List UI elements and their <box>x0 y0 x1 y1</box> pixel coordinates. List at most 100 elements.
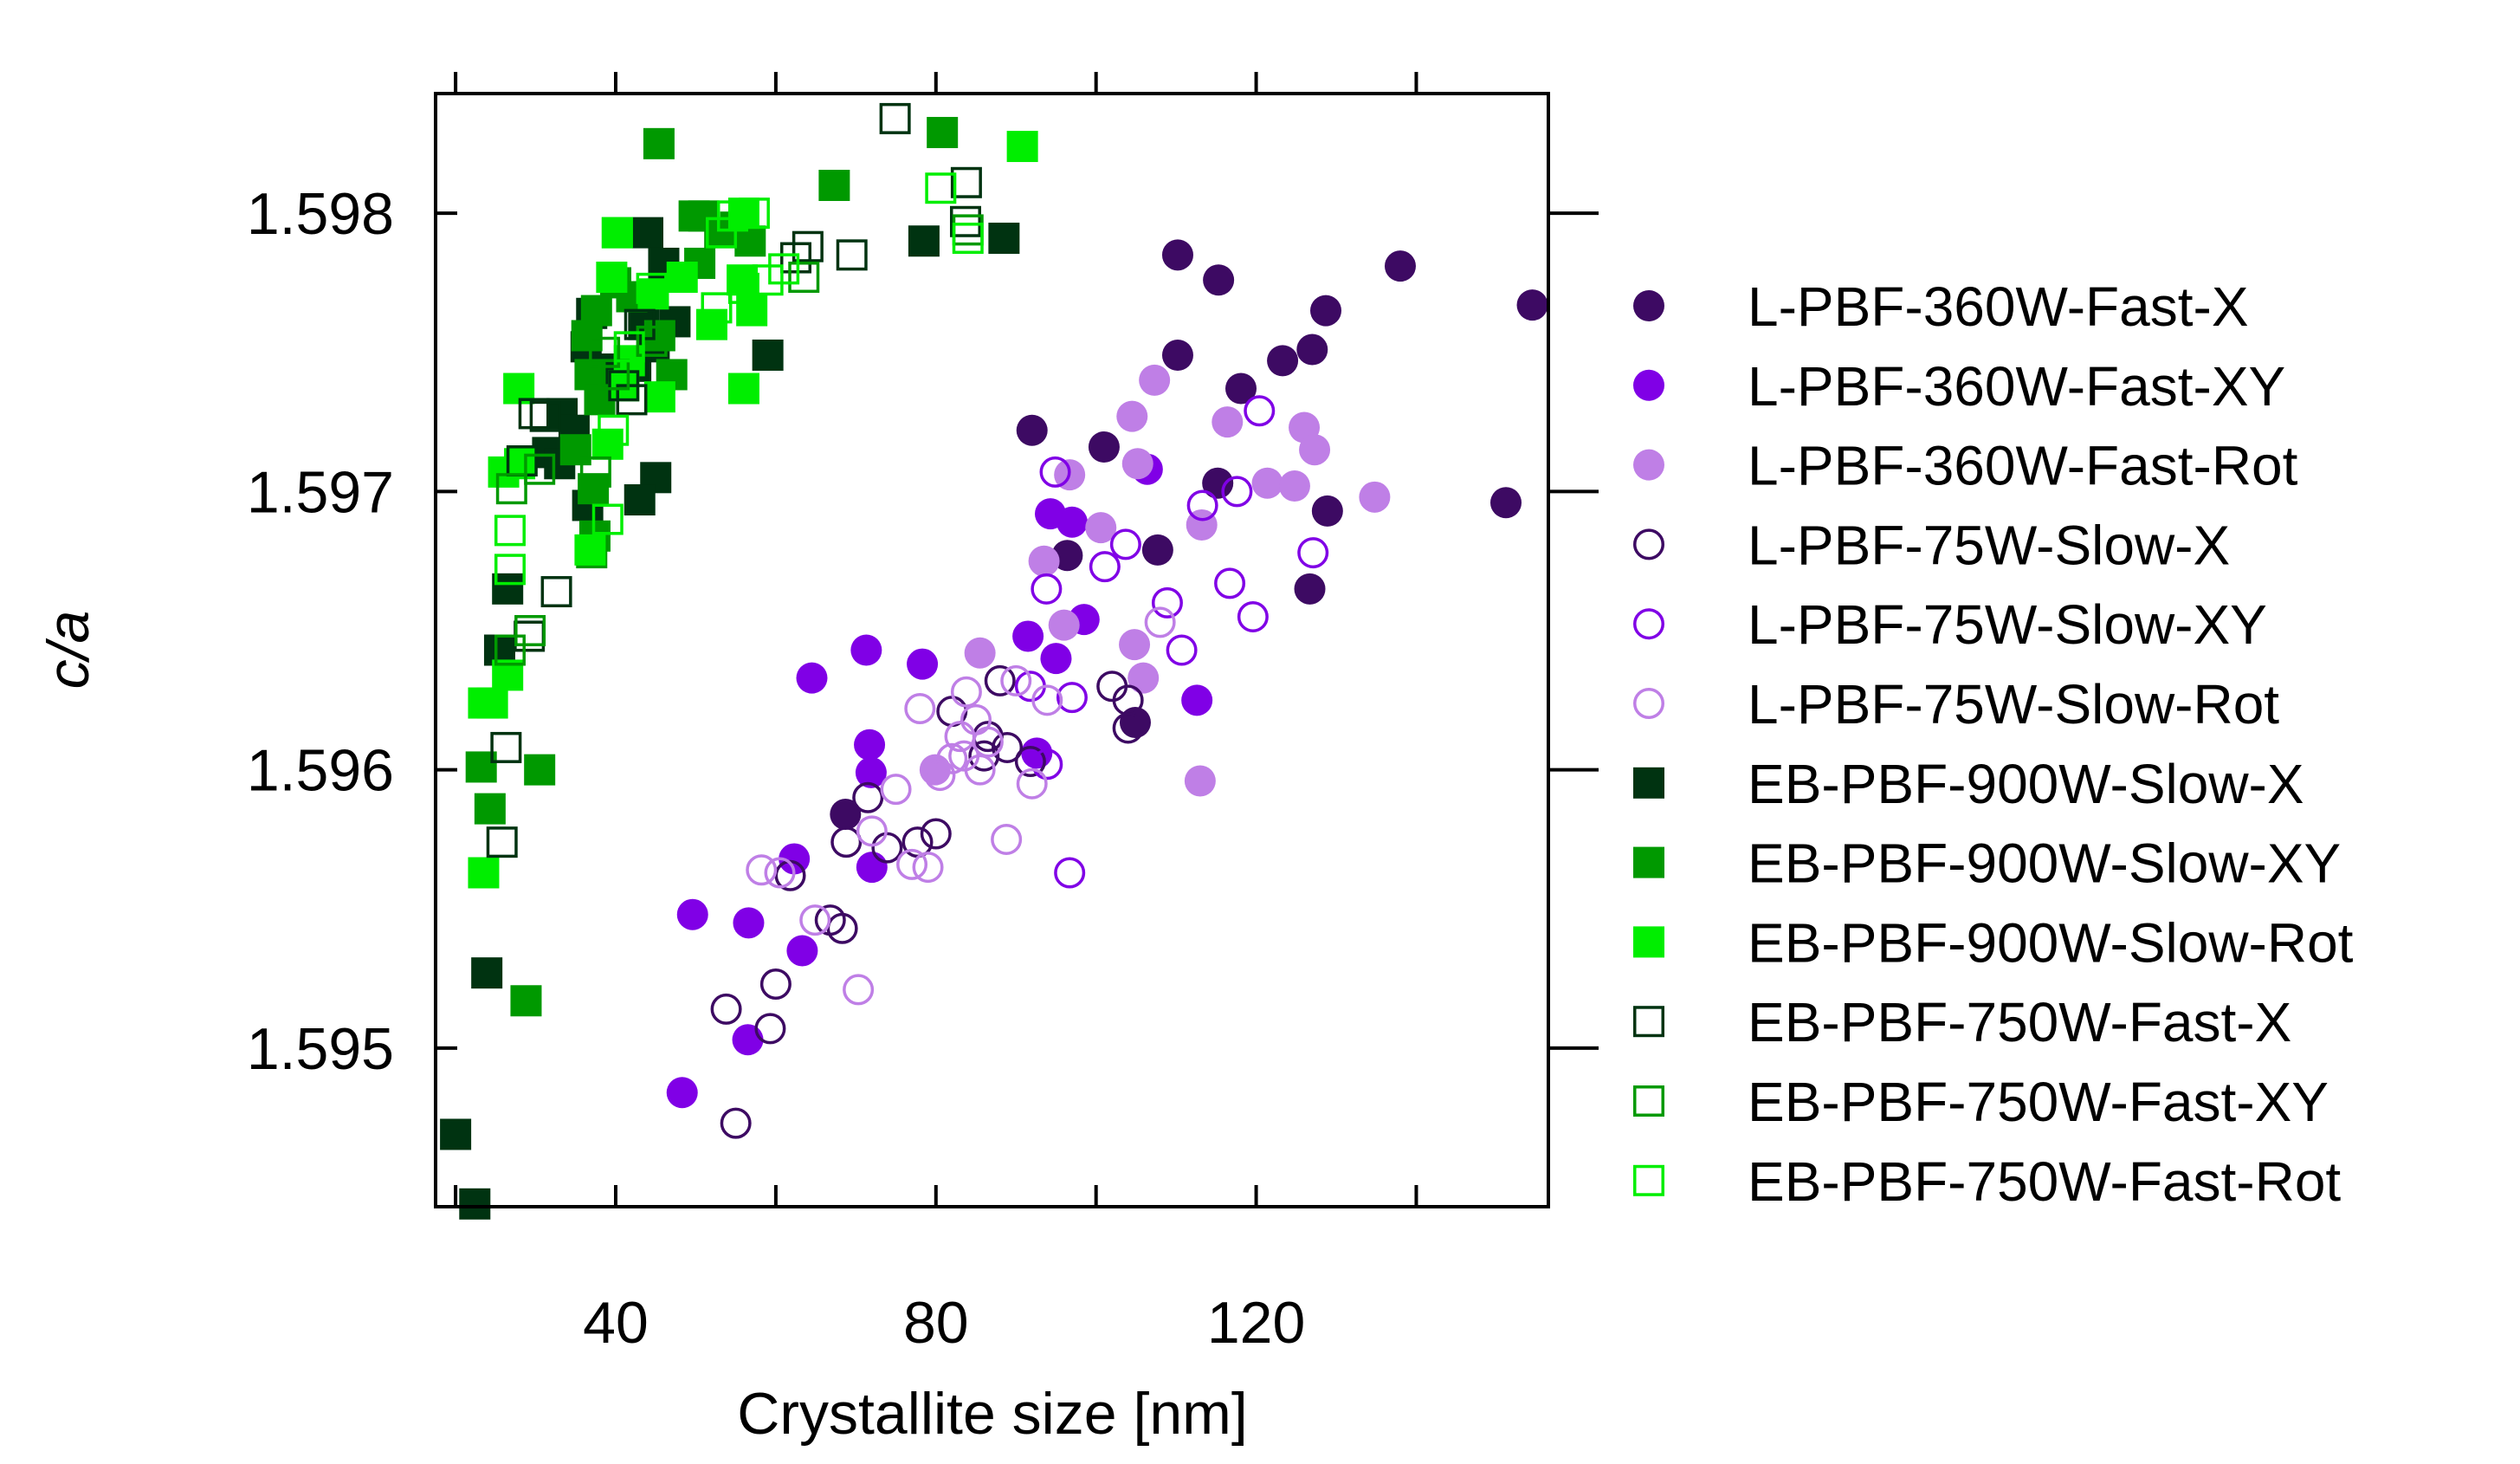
data-point <box>786 935 818 967</box>
data-point <box>510 985 542 1017</box>
data-point <box>843 974 875 1006</box>
data-point <box>1119 629 1151 661</box>
data-point <box>494 554 526 586</box>
data-point <box>1296 334 1328 366</box>
data-point <box>972 726 1004 758</box>
data-point <box>613 331 645 363</box>
data-point <box>574 534 606 566</box>
legend-entry: EB-PBF-900W-Slow-X <box>1633 753 2304 815</box>
data-point <box>759 968 792 1000</box>
data-point <box>1221 476 1253 508</box>
legend-marker <box>1633 608 1664 640</box>
data-point <box>738 198 770 230</box>
data-point <box>964 637 996 669</box>
data-point <box>992 731 1024 763</box>
data-point <box>924 760 956 792</box>
data-point <box>1384 250 1416 282</box>
legend-label: EB-PBF-750W-Fast-X <box>1748 991 2291 1053</box>
data-point <box>1516 289 1548 321</box>
data-point <box>752 264 784 296</box>
legend-marker <box>1633 1006 1664 1038</box>
data-point <box>950 676 982 708</box>
data-point <box>495 473 527 505</box>
legend-entry: L-PBF-360W-Fast-Rot <box>1633 435 2298 497</box>
data-point <box>856 852 888 884</box>
data-point <box>636 272 668 304</box>
data-point <box>624 484 656 516</box>
data-point <box>559 434 591 466</box>
data-point <box>474 793 506 825</box>
data-point <box>1297 537 1329 569</box>
data-point <box>598 414 630 446</box>
data-point <box>746 854 778 886</box>
legend-marker <box>1633 1085 1664 1117</box>
data-point <box>1202 467 1234 499</box>
legend-marker <box>1633 846 1664 878</box>
data-point <box>1016 768 1048 800</box>
data-point <box>950 166 982 198</box>
series-l-pbf-360w-fast-rot <box>919 364 1391 797</box>
data-point <box>1116 400 1148 432</box>
data-point <box>643 127 675 159</box>
data-point <box>666 262 698 294</box>
data-point <box>727 272 759 304</box>
legend-marker <box>1633 767 1664 799</box>
data-point <box>468 857 500 889</box>
data-point <box>666 1077 698 1109</box>
data-point <box>571 320 603 352</box>
data-point <box>1225 372 1257 405</box>
data-point <box>1014 746 1046 777</box>
legend-marker <box>1633 369 1664 401</box>
y-axis-title: c/a <box>36 611 101 690</box>
data-point <box>1141 534 1173 566</box>
data-point <box>716 200 748 232</box>
data-point <box>1161 339 1193 371</box>
data-point <box>1267 345 1299 377</box>
legend-entry: EB-PBF-750W-Fast-XY <box>1633 1071 2329 1133</box>
data-point <box>1031 684 1063 716</box>
legend: L-PBF-360W-Fast-X L-PBF-360W-Fast-XY L-PBF… <box>1633 275 2354 1213</box>
series-eb-pbf-750w-fast-xy <box>494 214 984 666</box>
data-point <box>988 223 1020 255</box>
legend-label: L-PBF-360W-Fast-Rot <box>1748 435 2298 497</box>
data-point <box>830 799 862 831</box>
data-point <box>792 230 824 262</box>
legend-entry: EB-PBF-900W-Slow-Rot <box>1633 911 2354 974</box>
legend-label: EB-PBF-900W-Slow-X <box>1748 753 2304 815</box>
data-point <box>896 848 928 880</box>
data-point <box>1186 489 1218 521</box>
data-point <box>1212 406 1244 438</box>
data-point <box>540 576 572 608</box>
data-point <box>1166 634 1198 666</box>
data-point <box>952 223 984 255</box>
x-tick-label: 80 <box>903 1290 969 1356</box>
data-point <box>1294 573 1326 605</box>
y-tick-label: 1.595 <box>247 1016 394 1082</box>
series-l-pbf-75w-slow-xy <box>1014 395 1329 889</box>
data-point <box>514 615 546 647</box>
data-point <box>518 398 550 430</box>
data-point <box>912 852 944 884</box>
data-point <box>818 170 850 202</box>
series-l-pbf-360w-fast-xy <box>666 453 1213 1109</box>
axis-ticks <box>436 72 1599 1207</box>
data-point <box>1056 506 1088 538</box>
series-l-pbf-75w-slow-rot <box>746 606 1176 1006</box>
legend-entry: L-PBF-75W-Slow-XY <box>1633 593 2267 656</box>
data-point <box>984 664 1016 696</box>
data-point <box>1040 643 1072 675</box>
data-point <box>754 1013 786 1045</box>
data-point <box>925 172 957 204</box>
data-point <box>952 214 984 246</box>
legend-label: L-PBF-75W-Slow-X <box>1748 514 2230 576</box>
data-point <box>1278 470 1310 502</box>
data-point <box>720 1107 752 1139</box>
data-point <box>1490 487 1522 519</box>
data-point <box>706 217 738 249</box>
data-point <box>1012 620 1044 652</box>
data-point <box>1121 448 1153 480</box>
series-eb-pbf-900w-slow-xy <box>465 116 959 1017</box>
data-point <box>1203 264 1235 296</box>
data-point <box>852 781 884 813</box>
data-point <box>1056 682 1088 714</box>
